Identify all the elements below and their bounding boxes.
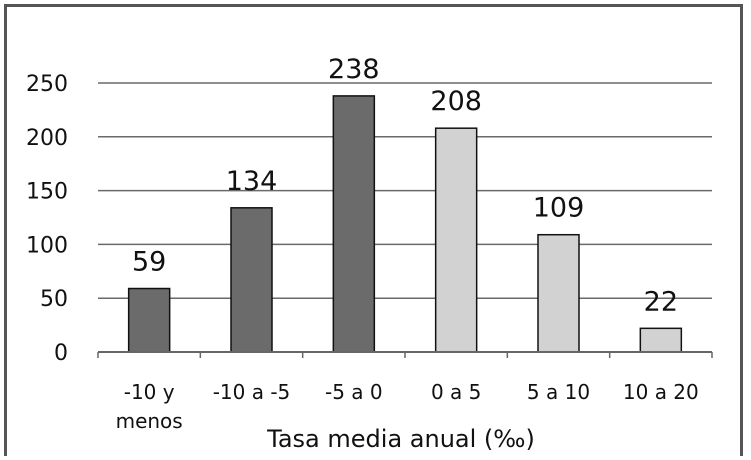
category-label: -10 a -5 (213, 380, 291, 404)
x-axis-label: Tasa media anual (‰) (266, 425, 535, 453)
category-label: -5 a 0 (325, 380, 383, 404)
data-label: 134 (226, 166, 278, 197)
y-tick-label: 100 (26, 233, 68, 258)
bars (127, 95, 683, 353)
category-label: 5 a 10 (527, 380, 590, 404)
category-label: menos (116, 409, 183, 433)
data-label: 59 (132, 247, 166, 278)
bar (434, 127, 478, 353)
data-label: 238 (328, 54, 380, 85)
category-label: -10 y (124, 380, 175, 404)
y-tick-label: 0 (54, 341, 68, 366)
data-label: 109 (533, 193, 585, 224)
category-label: 10 a 20 (623, 380, 699, 404)
y-tick-label: 200 (26, 126, 68, 151)
bar (127, 287, 171, 353)
data-label: 208 (430, 86, 482, 117)
bar (230, 207, 273, 353)
data-label: 22 (644, 286, 678, 317)
y-tick-label: 150 (26, 180, 68, 205)
x-axis-categories: -10 y menos -10 a -5 -5 a 0 0 a 5 5 a 10 10 a … (97, 352, 713, 433)
gridlines (98, 82, 712, 299)
bar (332, 95, 376, 353)
category-label: 0 a 5 (431, 380, 481, 404)
y-tick-label: 250 (26, 72, 68, 97)
data-labels: 59 134 238 208 109 22 (132, 54, 678, 317)
y-axis-ticks: 0 50 100 150 200 250 (26, 72, 68, 366)
bar (537, 233, 580, 353)
y-tick-label: 50 (40, 287, 68, 312)
bar (639, 327, 683, 353)
